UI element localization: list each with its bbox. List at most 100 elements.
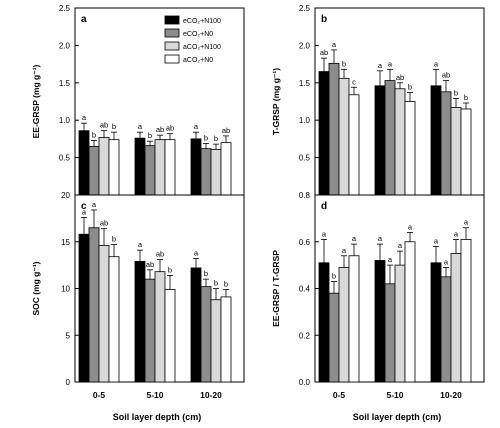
bar bbox=[394, 264, 406, 383]
significance-label: b bbox=[168, 265, 172, 274]
significance-label: b bbox=[112, 235, 116, 244]
significance-label: ab bbox=[166, 124, 174, 133]
significance-label: a bbox=[138, 240, 143, 249]
significance-label: b bbox=[148, 131, 152, 140]
significance-label: a bbox=[408, 222, 413, 231]
x-axis-label-left: Soil layer depth (cm) bbox=[113, 412, 202, 422]
y-tick-label: 0.2 bbox=[299, 331, 311, 340]
significance-label: a bbox=[388, 255, 393, 264]
bar bbox=[338, 77, 350, 196]
x-category-label: 10-20 bbox=[440, 390, 462, 400]
bar bbox=[348, 255, 360, 383]
x-category-label: 5-10 bbox=[146, 390, 163, 400]
bar bbox=[450, 253, 462, 383]
x-axis-label-right: Soil layer depth (cm) bbox=[353, 412, 442, 422]
significance-label: ab bbox=[442, 71, 450, 80]
bar bbox=[430, 262, 442, 383]
significance-label: a bbox=[434, 59, 439, 68]
bar bbox=[338, 267, 350, 383]
significance-label: a bbox=[454, 229, 459, 238]
x-category-label: 10-20 bbox=[200, 390, 222, 400]
y-tick-label: 0.0 bbox=[299, 378, 311, 387]
bar bbox=[348, 94, 360, 196]
legend-entry: aCO₂+N100 bbox=[183, 44, 221, 51]
bar bbox=[440, 91, 452, 196]
y-tick-label: 20 bbox=[61, 191, 70, 200]
y-tick-label: 1.0 bbox=[299, 116, 311, 125]
significance-label: b bbox=[92, 130, 96, 139]
significance-label: a bbox=[378, 61, 383, 70]
bar bbox=[98, 137, 110, 196]
y-tick-label: 0.6 bbox=[299, 238, 311, 247]
bar bbox=[394, 88, 406, 196]
legend-entry: eCO₂+N0 bbox=[183, 31, 213, 38]
significance-label: b bbox=[224, 279, 228, 288]
legend-entry: aCO₂+N0 bbox=[183, 57, 213, 64]
y-tick-label: 0.5 bbox=[299, 154, 311, 163]
significance-label: a bbox=[194, 249, 199, 258]
significance-label: b bbox=[408, 83, 412, 92]
y-tick-label: 1.0 bbox=[59, 116, 71, 125]
bar bbox=[78, 233, 90, 383]
bar bbox=[210, 299, 222, 383]
significance-label: a bbox=[464, 218, 469, 227]
bar bbox=[88, 145, 100, 196]
y-tick-label: 2.5 bbox=[59, 4, 71, 13]
bar bbox=[404, 241, 416, 383]
significance-label: a bbox=[138, 122, 143, 131]
panel-label: c bbox=[81, 201, 87, 212]
significance-label: a bbox=[322, 229, 327, 238]
y-axis-label: SOC (mg g⁻¹) bbox=[31, 261, 41, 315]
panel-label: d bbox=[321, 201, 327, 212]
y-tick-label: 2.5 bbox=[299, 4, 311, 13]
bar bbox=[450, 107, 462, 196]
y-tick-label: 10 bbox=[61, 285, 70, 294]
y-tick-label: 1.5 bbox=[299, 79, 311, 88]
bar bbox=[200, 148, 212, 196]
significance-label: a bbox=[92, 200, 97, 209]
y-tick-label: 0 bbox=[66, 378, 71, 387]
bar bbox=[78, 130, 90, 196]
bar bbox=[220, 296, 232, 383]
bar bbox=[374, 260, 386, 383]
bar bbox=[154, 139, 166, 196]
legend: eCO₂+N100 eCO₂+N0 aCO₂+N100 aCO₂+N0 bbox=[164, 15, 221, 64]
bar bbox=[144, 278, 156, 383]
significance-label: ab bbox=[146, 260, 154, 269]
panel-b: 0.51.01.52.02.5bT-GRSP (mg g⁻¹)aba aaaabb… bbox=[271, 4, 485, 196]
significance-label: ab bbox=[222, 126, 230, 135]
bar bbox=[144, 145, 156, 196]
bar bbox=[108, 256, 120, 383]
bar bbox=[384, 283, 396, 383]
significance-label: c bbox=[352, 77, 356, 86]
legend-swatch bbox=[164, 15, 180, 25]
significance-label: ab bbox=[156, 125, 164, 134]
bar bbox=[88, 227, 100, 383]
bar bbox=[154, 271, 166, 383]
bar bbox=[460, 239, 472, 383]
significance-label: a bbox=[194, 122, 199, 131]
significance-label: a bbox=[82, 113, 87, 122]
bar bbox=[134, 260, 146, 383]
significance-label: b bbox=[464, 93, 468, 102]
significance-label: a bbox=[378, 234, 383, 243]
significance-label: ab bbox=[320, 48, 328, 57]
y-tick-label: 5 bbox=[66, 331, 71, 340]
legend-swatch bbox=[164, 54, 180, 64]
significance-label: b bbox=[342, 59, 346, 68]
bar bbox=[460, 108, 472, 196]
significance-label: a bbox=[444, 257, 449, 266]
bar bbox=[200, 286, 212, 383]
y-tick-label: 2.0 bbox=[299, 41, 311, 50]
bar bbox=[430, 85, 442, 196]
significance-label: b bbox=[454, 89, 458, 98]
x-category-label: 5-10 bbox=[386, 390, 403, 400]
y-tick-label: 2.0 bbox=[59, 41, 71, 50]
y-axis-label: EE-GRSP / T-GRSP bbox=[271, 250, 281, 327]
bar bbox=[374, 85, 386, 196]
bar bbox=[328, 62, 340, 196]
